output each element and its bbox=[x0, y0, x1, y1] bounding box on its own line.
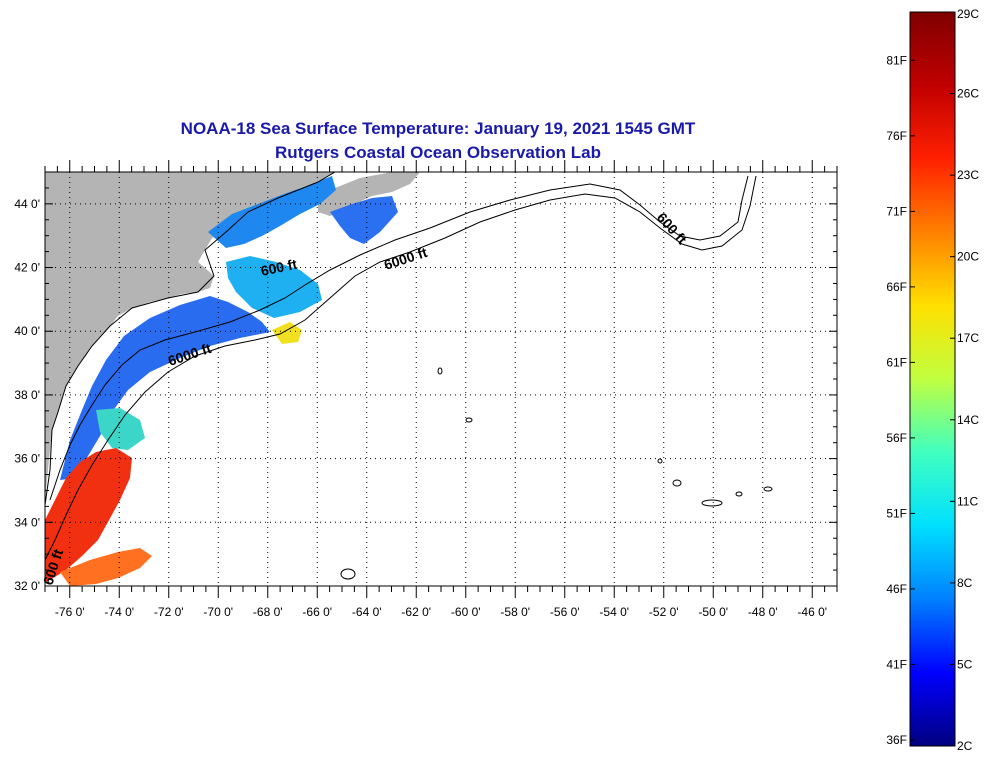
coastline bbox=[45, 172, 336, 506]
colorbar-label-fahrenheit: 71F bbox=[886, 204, 907, 218]
plot-frame bbox=[44, 171, 838, 587]
map-title: NOAA-18 Sea Surface Temperature: January… bbox=[180, 119, 696, 138]
map-subtitle: Rutgers Coastal Ocean Observation Lab bbox=[275, 143, 601, 162]
cold-shelf-water bbox=[60, 296, 270, 480]
colorbar-labels: 29C 26C 23C 20C 17C 14C 11C 8C 5C 2C 81F 76F 71F 66F 6… bbox=[886, 7, 979, 753]
scotian-shelf-water bbox=[330, 196, 398, 244]
colorbar-label-celsius: 8C bbox=[957, 576, 973, 590]
colorbar-label-celsius: 29C bbox=[957, 7, 979, 21]
gulf-stream-edge bbox=[60, 548, 152, 586]
contour-label-6000-east: 6000 ft bbox=[382, 244, 429, 273]
contour-label-600-grand-banks: 600 ft bbox=[654, 209, 691, 247]
colorbar bbox=[909, 11, 956, 747]
colorbar-label-celsius: 11C bbox=[957, 494, 978, 508]
colorbar-label-fahrenheit: 41F bbox=[886, 657, 907, 671]
colorbar-label-celsius: 26C bbox=[957, 87, 979, 101]
colorbar-label-celsius: 14C bbox=[957, 413, 979, 427]
sst-field bbox=[45, 172, 773, 586]
colorbar-label-celsius: 23C bbox=[957, 168, 979, 182]
latitude-tick-label: 44 0' bbox=[14, 197, 40, 211]
longitude-tick-label: -56 0' bbox=[550, 605, 580, 619]
colorbar-ticks bbox=[910, 11, 955, 747]
gulf-stream-water bbox=[45, 448, 132, 582]
warm-spot bbox=[272, 322, 302, 344]
colorbar-label-fahrenheit: 36F bbox=[886, 733, 907, 747]
latitude-tick-label: 36 0' bbox=[14, 452, 40, 466]
longitude-tick-label: -74 0' bbox=[104, 605, 134, 619]
slope-water bbox=[96, 408, 145, 450]
longitude-tick-label: -68 0' bbox=[253, 605, 283, 619]
longitude-tick-label: -46 0' bbox=[797, 605, 827, 619]
latitude-tick-label: 32 0' bbox=[14, 579, 40, 593]
longitude-tick-label: -54 0' bbox=[599, 605, 629, 619]
latitude-labels: 32 0' 34 0' 36 0' 38 0' 40 0' 42 0' 44 0' bbox=[14, 197, 40, 593]
longitude-tick-label: -62 0' bbox=[401, 605, 431, 619]
longitude-tick-label: -48 0' bbox=[748, 605, 778, 619]
longitude-tick-label: -72 0' bbox=[154, 605, 184, 619]
colorbar-label-celsius: 5C bbox=[957, 657, 973, 671]
latitude-tick-label: 38 0' bbox=[14, 388, 40, 402]
longitude-tick-label: -64 0' bbox=[352, 605, 382, 619]
longitude-tick-label: -66 0' bbox=[302, 605, 332, 619]
colorbar-label-fahrenheit: 61F bbox=[886, 355, 907, 369]
latitude-tick-label: 34 0' bbox=[14, 515, 40, 529]
contour-label-600-gulf-of-maine: 600 ft bbox=[259, 256, 298, 279]
colorbar-label-fahrenheit: 46F bbox=[886, 582, 907, 596]
longitude-labels: -76 0' -74 0' -72 0' -70 0' -68 0' -66 0' -64 … bbox=[55, 605, 827, 619]
colorbar-label-celsius: 20C bbox=[957, 250, 979, 264]
georges-bank-water bbox=[226, 256, 322, 318]
longitude-tick-label: -70 0' bbox=[203, 605, 233, 619]
longitude-tick-label: -52 0' bbox=[649, 605, 679, 619]
seamount-contours bbox=[340, 367, 773, 580]
nova-scotia bbox=[318, 172, 420, 216]
contour-6000ft bbox=[45, 175, 757, 561]
latitude-tick-label: 40 0' bbox=[14, 324, 40, 338]
latitude-tick-label: 42 0' bbox=[14, 261, 40, 275]
land-mass bbox=[45, 172, 335, 505]
longitude-tick-label: -76 0' bbox=[55, 605, 85, 619]
colorbar-label-celsius: 2C bbox=[957, 739, 973, 753]
colorbar-label-celsius: 17C bbox=[957, 331, 979, 345]
colorbar-label-fahrenheit: 66F bbox=[886, 280, 907, 294]
colorbar-label-fahrenheit: 56F bbox=[886, 431, 907, 445]
graticule bbox=[45, 172, 837, 587]
contour-600ft bbox=[49, 175, 749, 501]
longitude-tick-label: -50 0' bbox=[698, 605, 728, 619]
gulf-of-maine-water bbox=[208, 176, 336, 248]
colorbar-label-fahrenheit: 81F bbox=[886, 53, 907, 67]
colorbar-label-fahrenheit: 76F bbox=[886, 129, 907, 143]
colorbar-label-fahrenheit: 51F bbox=[886, 506, 907, 520]
longitude-tick-label: -58 0' bbox=[500, 605, 530, 619]
longitude-tick-label: -60 0' bbox=[451, 605, 481, 619]
